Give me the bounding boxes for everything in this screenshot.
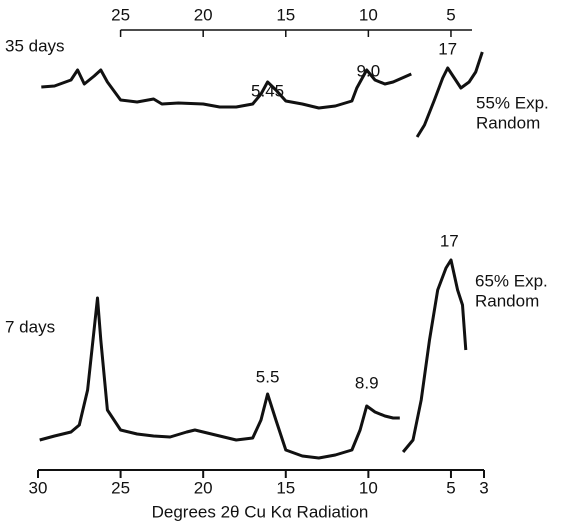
series-note: 55% Exp.: [476, 93, 549, 112]
peak-label: 17: [438, 39, 457, 58]
top-tick-label: 25: [111, 5, 130, 24]
top-tick-label: 15: [276, 5, 295, 24]
top-tick-label: 5: [446, 5, 455, 24]
peak-label: 8.9: [355, 373, 379, 392]
trace: [41, 51, 484, 138]
peak-label: 5.45: [251, 81, 284, 100]
trace: [39, 258, 468, 460]
peak-label: 17: [440, 231, 459, 250]
x-tick-label: 5: [446, 478, 455, 497]
series-note: Random: [476, 113, 540, 132]
top-tick-label: 20: [194, 5, 213, 24]
x-tick-label: 30: [29, 478, 48, 497]
x-tick-label: 20: [194, 478, 213, 497]
x-tick-label: 15: [276, 478, 295, 497]
x-axis-label: Degrees 2θ Cu Kα Radiation: [152, 502, 369, 521]
series-note: 65% Exp.: [475, 271, 548, 290]
peak-label: 5.5: [256, 367, 280, 386]
x-tick-label: 10: [359, 478, 378, 497]
series-label: 7 days: [5, 317, 55, 336]
series-note: Random: [475, 291, 539, 310]
peak-label: 9.0: [357, 61, 381, 80]
x-tick-label: 25: [111, 478, 130, 497]
top-tick-label: 10: [359, 5, 378, 24]
series-label: 35 days: [5, 36, 65, 55]
x-tick-label: 3: [479, 478, 488, 497]
